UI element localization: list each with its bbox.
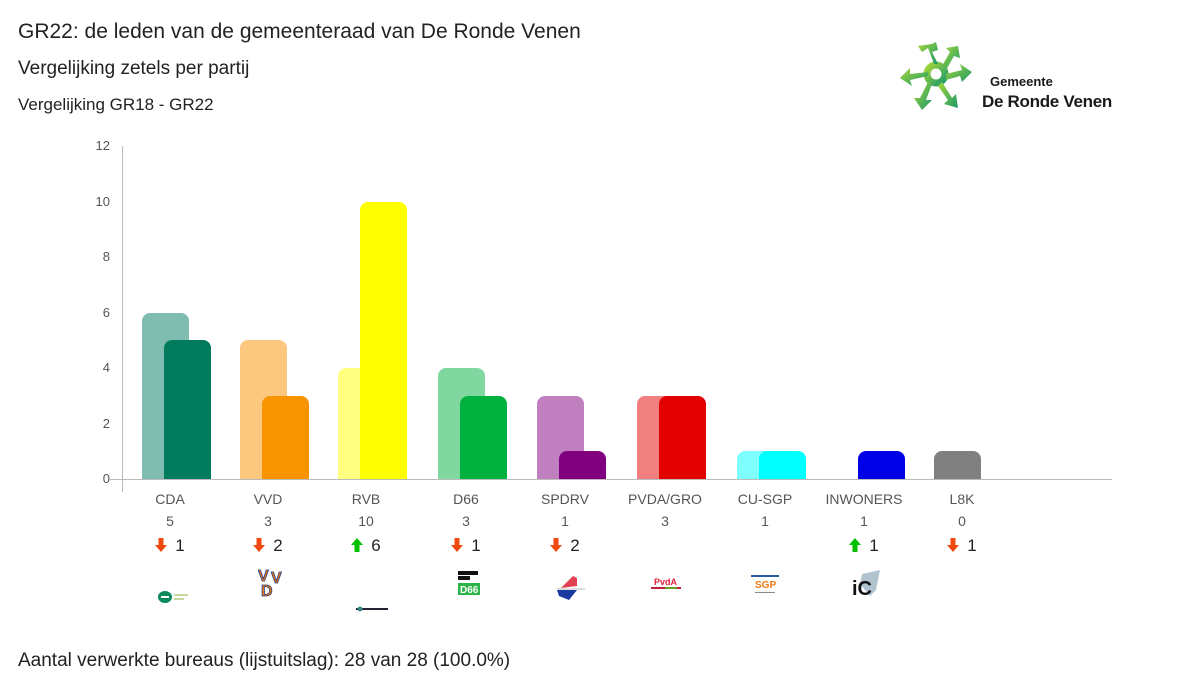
- seat-change: 1: [135, 536, 205, 556]
- bar-gr22-cusgp[interactable]: [759, 451, 806, 479]
- arrow-up-icon: [849, 538, 862, 552]
- seat-change: 6: [331, 536, 401, 556]
- change-value: 2: [273, 536, 283, 555]
- page-subtitle: Vergelijking zetels per partij: [18, 58, 250, 79]
- y-axis: [122, 146, 123, 492]
- y-tick-label: 4: [102, 360, 110, 375]
- category-label: L8K: [949, 491, 975, 507]
- category-label: RVB: [351, 491, 381, 507]
- bar-gr22-vvd[interactable]: [262, 395, 309, 479]
- inwoners-logo-icon: iC: [852, 570, 882, 603]
- svg-text:SGP: SGP: [755, 580, 776, 591]
- rvb-logo-icon: [356, 599, 388, 617]
- change-value: 1: [869, 536, 879, 555]
- change-value: 1: [967, 536, 977, 555]
- svg-text:V: V: [271, 570, 282, 587]
- bar-gr22-inwoners[interactable]: [858, 451, 905, 479]
- change-value: 1: [471, 536, 481, 555]
- bar-gr22-pvdagro[interactable]: [659, 395, 706, 479]
- cda-logo-icon: [158, 590, 192, 609]
- seat-change: 1: [431, 536, 501, 556]
- svg-text:D: D: [261, 583, 273, 599]
- seat-count: 10: [358, 513, 374, 529]
- municipality-logo: Gemeente De Ronde Venen: [898, 42, 1138, 122]
- arrow-down-icon: [550, 538, 563, 552]
- seat-count: 5: [166, 513, 174, 529]
- arrow-down-icon: [947, 538, 960, 552]
- bar-gr22-d66[interactable]: [460, 395, 507, 479]
- bar-gr22-rvb[interactable]: [360, 201, 407, 479]
- category-label: D66: [453, 491, 479, 507]
- category-label: CDA: [155, 491, 185, 507]
- seat-change: 1: [927, 536, 997, 556]
- y-tick-label: 10: [95, 193, 110, 209]
- seat-count: 3: [264, 513, 272, 529]
- change-value: 1: [175, 536, 185, 555]
- d66-logo-icon: D66: [458, 571, 480, 602]
- x-axis: [110, 479, 1112, 480]
- category-label: SPDRV: [541, 491, 589, 507]
- y-tick-label: 0: [102, 471, 110, 486]
- category-label: PVDA/GRO: [628, 491, 702, 507]
- category-label: VVD: [253, 491, 283, 507]
- arrow-down-icon: [155, 538, 168, 552]
- y-tick-label: 2: [102, 415, 110, 431]
- y-tick-label: 12: [95, 138, 110, 153]
- seat-count: 0: [958, 513, 966, 529]
- svg-text:V: V: [258, 568, 269, 585]
- category-label: INWONERS: [825, 491, 903, 507]
- change-value: 6: [371, 536, 381, 555]
- seat-count: 1: [761, 513, 769, 529]
- svg-text:iC: iC: [852, 578, 872, 598]
- bar-gr22-spdrv[interactable]: [559, 451, 606, 479]
- pvda-groenlinks-logo-icon: PvdA: [651, 577, 681, 596]
- spdrv-logo-icon: [555, 576, 587, 607]
- seat-change: 1: [829, 536, 899, 556]
- page-title: GR22: de leden van de gemeenteraad van D…: [18, 20, 581, 43]
- comparison-label: Vergelijking GR18 - GR22: [18, 95, 214, 114]
- logo-text-gemeente: Gemeente: [990, 74, 1053, 89]
- svg-text:PvdA: PvdA: [654, 577, 678, 587]
- arrow-up-icon: [351, 538, 364, 552]
- seat-count: 1: [860, 513, 868, 529]
- y-tick-label: 8: [102, 249, 110, 264]
- category-label: CU-SGP: [737, 491, 793, 507]
- svg-text:D66: D66: [460, 585, 479, 596]
- seat-change: 2: [530, 536, 600, 556]
- seat-count: 3: [462, 513, 470, 529]
- bar-gr22-cda[interactable]: [164, 340, 211, 479]
- bar-gr18-l8k[interactable]: [934, 451, 981, 479]
- arrow-down-icon: [451, 538, 464, 552]
- change-value: 2: [570, 536, 580, 555]
- footer-status: Aantal verwerkte bureaus (lijstuitslag):…: [18, 650, 511, 671]
- arrow-down-icon: [253, 538, 266, 552]
- municipality-star-logo-icon: [900, 42, 972, 110]
- seat-count: 3: [661, 513, 669, 529]
- seat-change: 2: [233, 536, 303, 556]
- seat-count: 1: [561, 513, 569, 529]
- y-tick-label: 6: [102, 304, 110, 320]
- cu-sgp-logo-icon: SGP: [750, 574, 780, 603]
- logo-text-municipality: De Ronde Venen: [982, 92, 1112, 111]
